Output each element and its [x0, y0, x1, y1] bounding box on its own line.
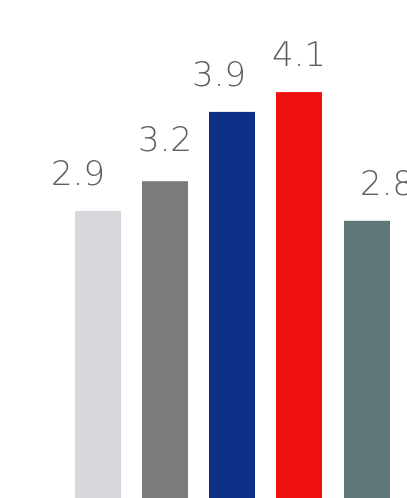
bar-value-label-5: 2.8 [360, 164, 407, 204]
bar-value-label-2: 3.2 [138, 120, 192, 160]
bar-3 [209, 111, 255, 498]
data-labels-layer: 2.9 3.23.9 4.1 2.8 [51, 35, 407, 204]
bars-layer [75, 92, 390, 498]
bar-1 [75, 210, 121, 498]
bar-value-label-4: 4.1 [272, 35, 326, 75]
bar-value-label-1: 2.9 [51, 154, 105, 194]
bar-value-label-3: 3.9 [192, 55, 246, 95]
bar-4 [276, 92, 322, 498]
bar-5 [344, 220, 390, 498]
bar-2 [142, 181, 188, 498]
